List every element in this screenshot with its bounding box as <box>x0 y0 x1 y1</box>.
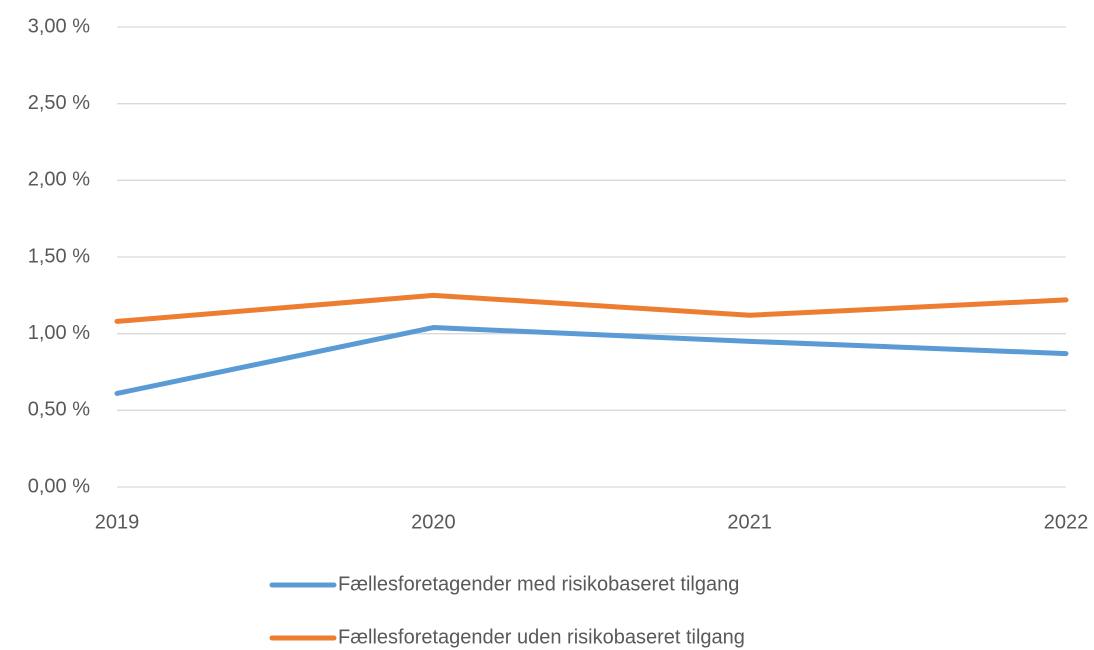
series-line <box>114 325 1069 396</box>
y-tick-label: 0,00 % <box>28 475 90 497</box>
x-tick-label: 2021 <box>727 511 772 533</box>
x-tick-label: 2022 <box>1044 511 1089 533</box>
y-tick-label: 2,50 % <box>28 92 90 114</box>
y-tick-label: 3,00 % <box>28 15 90 37</box>
y-tick-label: 1,00 % <box>28 322 90 344</box>
legend-label: Fællesforetagender uden risikobaseret ti… <box>338 626 745 648</box>
y-tick-label: 1,50 % <box>28 245 90 267</box>
legend-label: Fællesforetagender med risikobaseret til… <box>338 573 739 595</box>
x-tick-label: 2019 <box>95 511 140 533</box>
y-tick-label: 2,00 % <box>28 169 90 191</box>
x-tick-label: 2020 <box>411 511 456 533</box>
series-line <box>114 292 1069 324</box>
y-tick-label: 0,50 % <box>28 399 90 421</box>
